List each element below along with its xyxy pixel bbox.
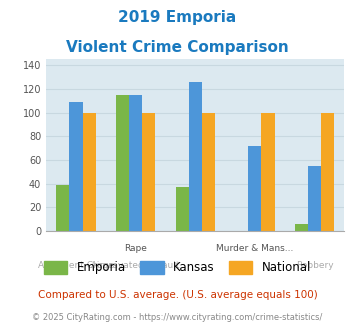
- Bar: [321, 113, 334, 231]
- Bar: [142, 113, 155, 231]
- Text: © 2025 CityRating.com - https://www.cityrating.com/crime-statistics/: © 2025 CityRating.com - https://www.city…: [32, 314, 323, 322]
- Bar: [70, 102, 82, 231]
- Bar: [308, 166, 321, 231]
- Bar: [261, 113, 274, 231]
- Bar: [129, 95, 142, 231]
- Bar: [56, 185, 70, 231]
- Text: Violent Crime Comparison: Violent Crime Comparison: [66, 40, 289, 54]
- Bar: [82, 113, 95, 231]
- Bar: [295, 224, 308, 231]
- Text: Murder & Mans...: Murder & Mans...: [216, 244, 294, 253]
- Bar: [189, 82, 202, 231]
- Text: Rape: Rape: [124, 244, 147, 253]
- Bar: [202, 113, 215, 231]
- Text: 2019 Emporia: 2019 Emporia: [118, 10, 237, 25]
- Text: Aggravated Assault: Aggravated Assault: [91, 261, 180, 270]
- Legend: Emporia, Kansas, National: Emporia, Kansas, National: [39, 257, 316, 279]
- Text: Compared to U.S. average. (U.S. average equals 100): Compared to U.S. average. (U.S. average …: [38, 290, 317, 300]
- Text: All Violent Crime: All Violent Crime: [38, 261, 114, 270]
- Bar: [116, 95, 129, 231]
- Text: Robbery: Robbery: [296, 261, 333, 270]
- Bar: [248, 146, 261, 231]
- Bar: [176, 187, 189, 231]
